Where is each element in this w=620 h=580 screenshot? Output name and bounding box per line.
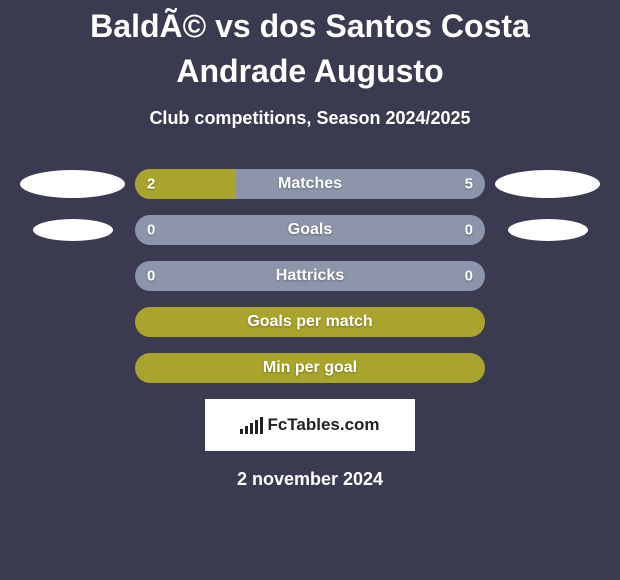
- stat-label: Goals: [135, 221, 485, 239]
- left-side: [10, 219, 135, 241]
- stat-bar: 25Matches: [135, 169, 485, 199]
- stat-bar: 00Goals: [135, 215, 485, 245]
- stat-label: Hattricks: [135, 267, 485, 285]
- stat-label: Min per goal: [135, 359, 485, 377]
- subtitle: Club competitions, Season 2024/2025: [0, 108, 620, 129]
- right-side: [485, 219, 610, 241]
- stat-label: Goals per match: [135, 313, 485, 331]
- comparison-card: BaldÃ© vs dos Santos Costa Andrade Augus…: [0, 0, 620, 490]
- stat-bar: 00Hattricks: [135, 261, 485, 291]
- page-title: BaldÃ© vs dos Santos Costa Andrade Augus…: [0, 4, 620, 94]
- attribution-text: FcTables.com: [267, 415, 379, 435]
- stat-row: 25Matches: [10, 169, 610, 199]
- stat-row: 00Hattricks: [10, 261, 610, 291]
- stat-row: Goals per match: [10, 307, 610, 337]
- player-marker-right: [495, 170, 600, 198]
- player-marker-right: [508, 219, 588, 241]
- date-label: 2 november 2024: [0, 469, 620, 490]
- chart-area: 25Matches 00Goals 00Hattricks Goals per mat…: [0, 169, 620, 383]
- attribution-box: FcTables.com: [205, 399, 415, 451]
- player-marker-left: [20, 170, 125, 198]
- stat-label: Matches: [135, 175, 485, 193]
- stat-bar: Min per goal: [135, 353, 485, 383]
- right-side: [485, 170, 610, 198]
- stat-row: 00Goals: [10, 215, 610, 245]
- player-marker-left: [33, 219, 113, 241]
- stat-bar: Goals per match: [135, 307, 485, 337]
- left-side: [10, 170, 135, 198]
- stat-row: Min per goal: [10, 353, 610, 383]
- bars-icon: [240, 416, 263, 434]
